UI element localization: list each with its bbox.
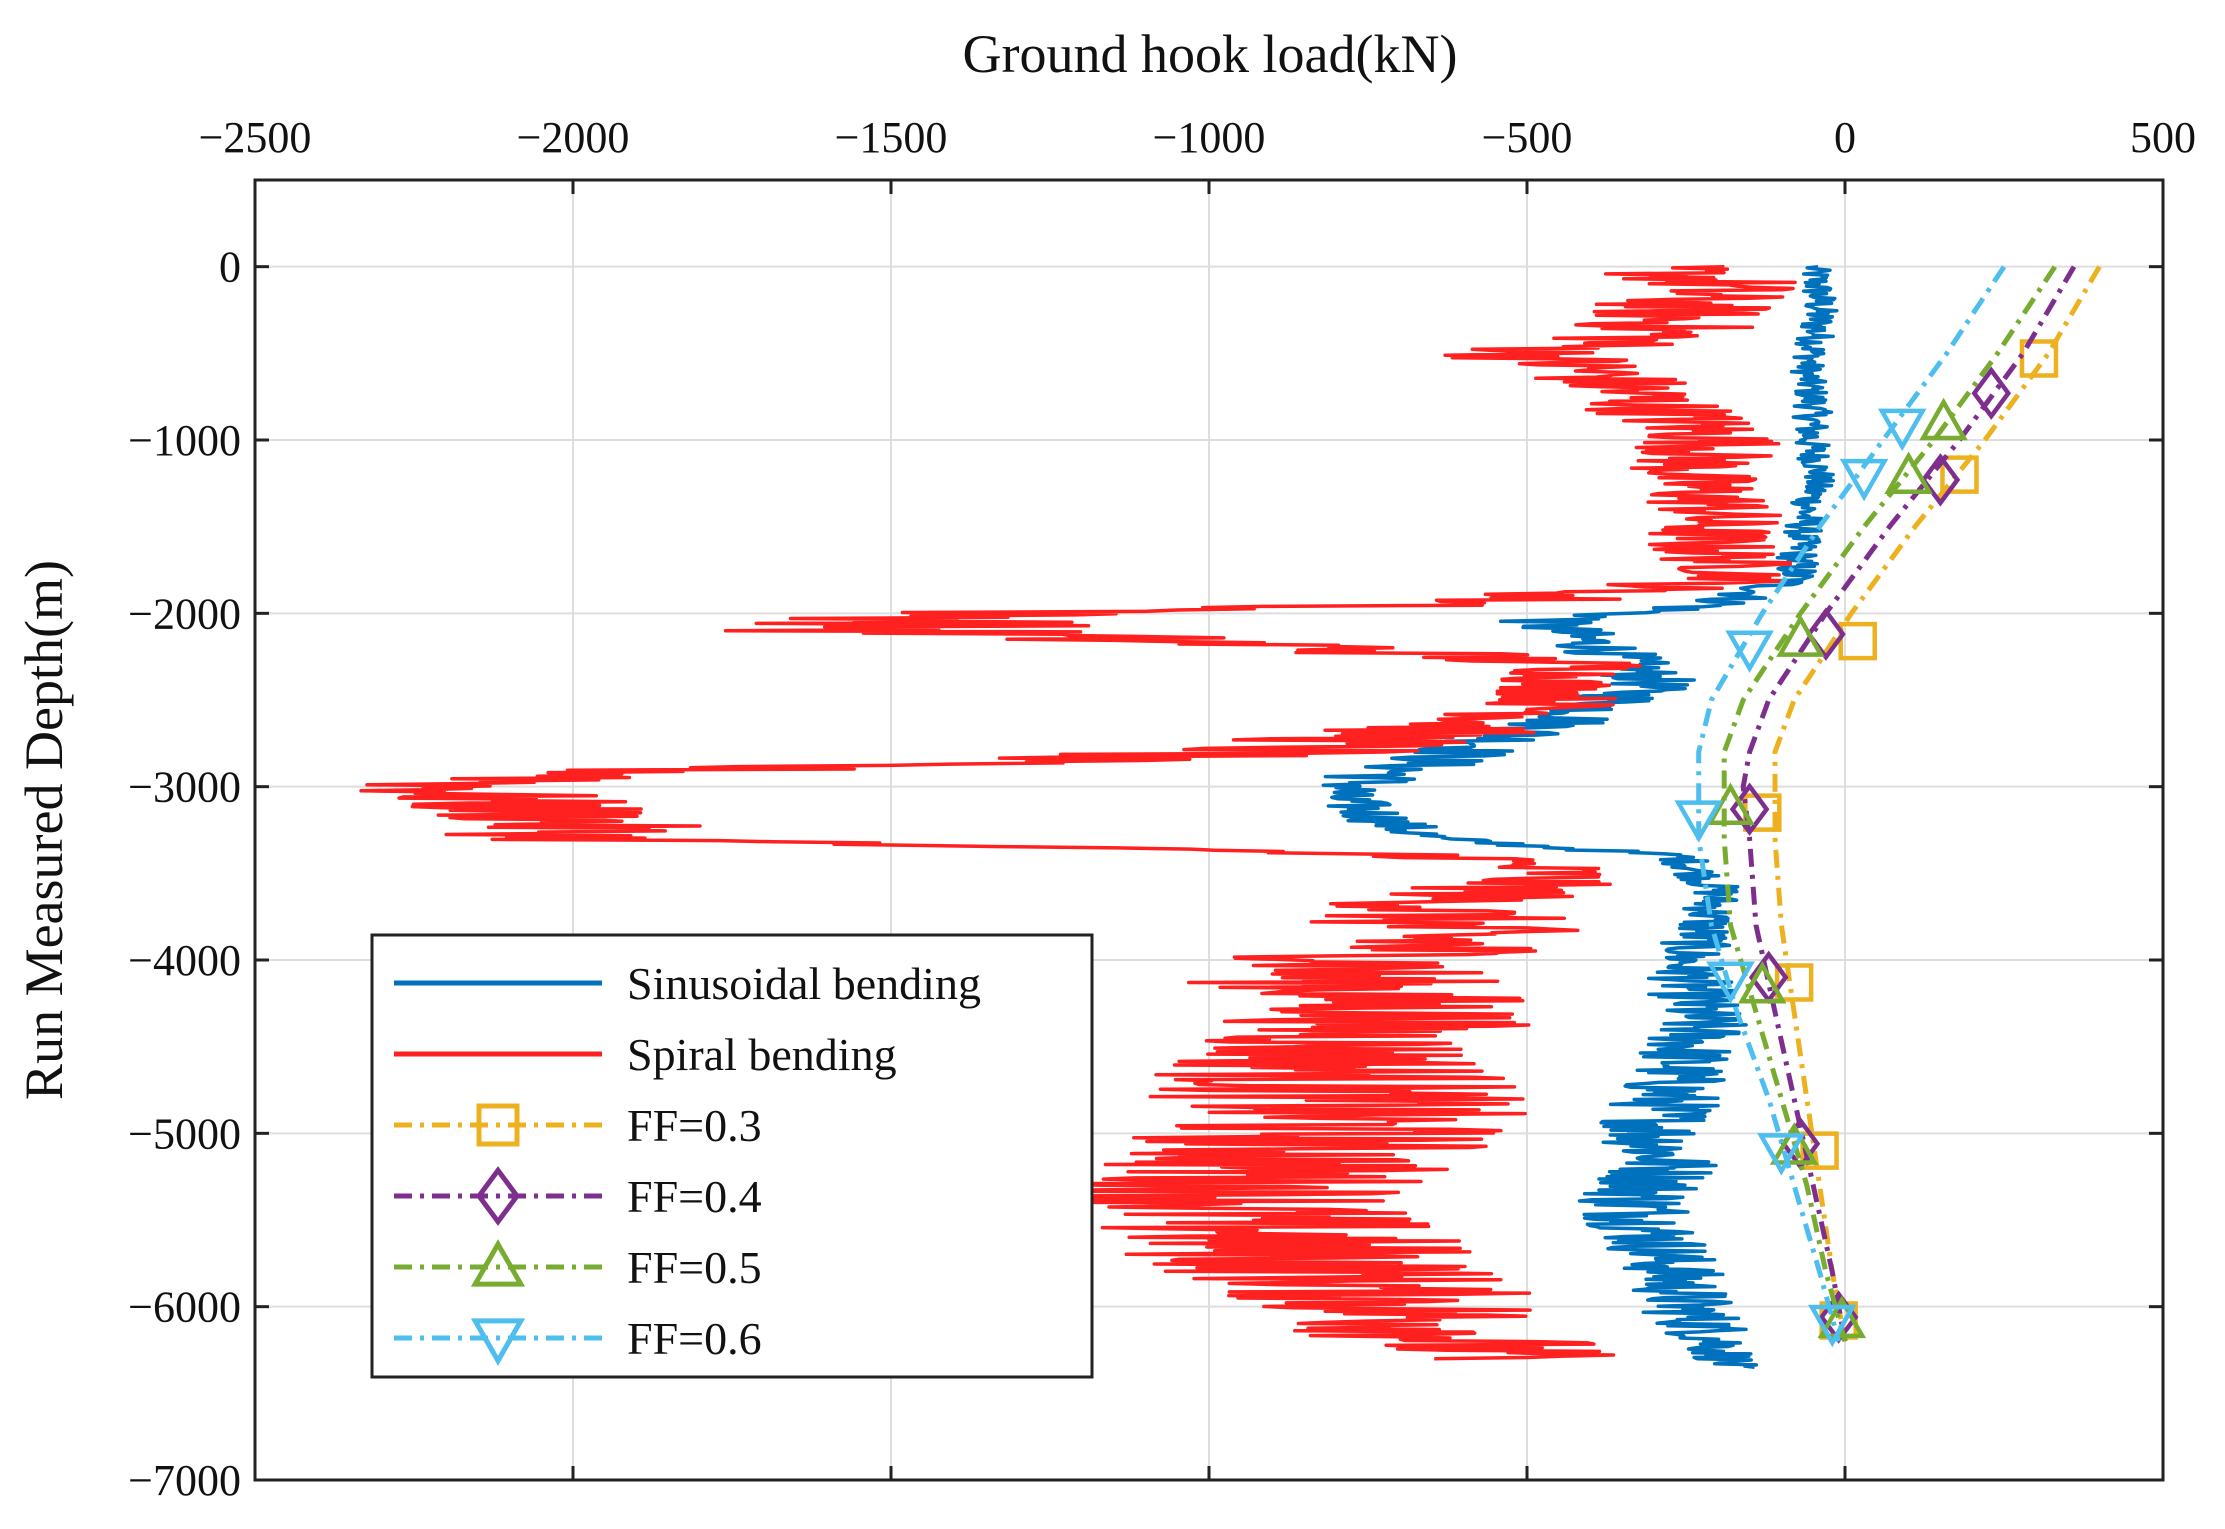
series-marker [1674,800,1723,843]
legend-marker [470,1239,526,1287]
series-line [1321,264,1839,1370]
series-marker [1757,1133,1806,1176]
legend-label: Spiral bending [627,1029,897,1080]
legend-marker [470,1318,526,1366]
y-tick-label: −3000 [128,763,241,812]
legend-entry: FF=0.5 [394,1239,762,1293]
series-line [359,264,1797,1361]
legend-label: FF=0.4 [627,1171,762,1222]
y-tick-label: −6000 [128,1283,241,1332]
legend-label: FF=0.5 [627,1242,762,1293]
y-tick-label: −4000 [128,936,241,985]
x-tick-label: 0 [1834,113,1856,162]
y-tick-label: −7000 [128,1456,241,1505]
series-layer [359,264,2102,1370]
series-marker [2019,339,2059,378]
x-tick-label: −1500 [835,113,948,162]
legend-entry: Spiral bending [394,1029,897,1080]
legend: Sinusoidal bending Spiral bending FF=0.3 FF… [370,933,1094,1379]
series-marker [1839,458,1889,502]
series-marker [1769,1122,1819,1165]
series-marker [1800,1131,1839,1170]
series-marker [1808,1304,1857,1348]
series-marker [1920,453,1961,507]
y-tick-label: −5000 [128,1109,241,1158]
series-sinusoidal-bending [1321,264,1839,1370]
series-line [1696,265,2007,1342]
series-line [1740,265,2077,1342]
legend-entry: FF=0.3 [394,1100,762,1151]
legend-label: FF=0.3 [627,1100,762,1151]
series-marker [1919,397,1968,441]
legend-marker [476,1103,520,1147]
legend-entry: Sinusoidal bending [394,958,981,1009]
legend-marker [475,1166,521,1226]
series-marker [1884,451,1933,494]
series-marker [1806,607,1846,661]
legend-entry: FF=0.4 [394,1166,762,1226]
series-marker [1940,455,1979,494]
series-ff-0-5 [1706,265,2057,1342]
series-ff-0-4 [1729,265,2077,1344]
series-marker [1877,408,1927,452]
series-spiral-bending [359,264,1797,1361]
series-marker [1776,614,1825,657]
series-marker [1706,961,1755,1005]
series-marker [1738,961,1787,1004]
y-tick-label: −1000 [128,416,241,465]
series-ff-0-6 [1674,265,2007,1348]
legend-label: Sinusoidal bending [627,958,981,1009]
series-marker [1817,1295,1867,1339]
series-line [1721,265,2057,1342]
series-marker [1725,630,1774,673]
x-tick-label: −2500 [199,113,312,162]
axes: −2500 −2000 −1500 −1000 −500 0 5000−1000−2000−… [128,113,2196,1505]
y-axis-label: Run Measured Depth(m) [14,560,74,1100]
series-marker [1971,366,2012,420]
legend-label: FF=0.6 [627,1313,762,1364]
y-tick-label: −2000 [128,589,241,638]
legend-box [370,933,1094,1379]
x-tick-label: −2000 [517,113,630,162]
legend-entry: FF=0.6 [394,1313,762,1366]
x-tick-label: 500 [2130,113,2196,162]
series-line [1772,265,2102,1342]
x-tick-label: −1000 [1153,113,1266,162]
x-axis-label: Ground hook load(kN) [963,24,1458,84]
y-tick-label: 0 [219,243,241,292]
series-marker [1838,621,1877,661]
x-tick-label: −500 [1482,113,1573,162]
